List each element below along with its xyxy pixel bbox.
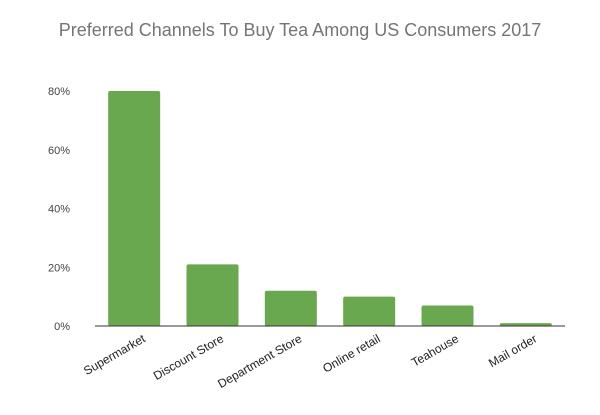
y-tick-label: 20% xyxy=(48,262,70,274)
x-tick-label: Mail order xyxy=(486,331,539,370)
y-tick-label: 80% xyxy=(48,86,70,98)
x-tick-label: Supermarket xyxy=(81,331,148,378)
bars xyxy=(108,91,552,326)
y-tick-label: 60% xyxy=(48,145,70,157)
bar-teahouse xyxy=(421,305,474,326)
bar-discount-store xyxy=(186,264,239,326)
x-tick-label: Online retail xyxy=(320,331,382,375)
bar-department-store xyxy=(264,290,317,326)
x-tick-label: Department Store xyxy=(215,331,304,391)
bar-online-retail xyxy=(343,296,396,326)
x-tick-label: Discount Store xyxy=(151,331,226,383)
bar-mail-order xyxy=(499,323,552,326)
chart-title: Preferred Channels To Buy Tea Among US C… xyxy=(58,20,542,40)
y-axis-ticks: 0% 20% 40% 60% 80% xyxy=(48,86,70,333)
x-tick-label: Teahouse xyxy=(409,331,461,369)
y-tick-label: 40% xyxy=(48,204,70,216)
y-tick-label: 0% xyxy=(54,321,70,333)
bar-supermarket xyxy=(108,91,161,326)
